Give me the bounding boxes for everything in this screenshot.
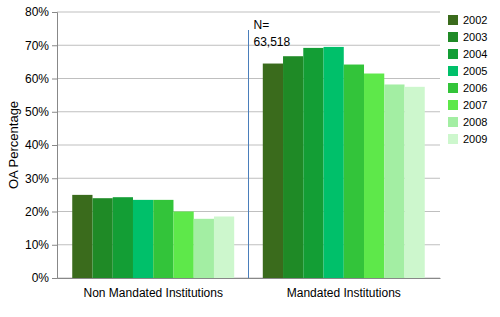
y-tick-label: 60% [25, 72, 49, 86]
series [173, 74, 384, 278]
legend-label: 2006 [463, 82, 487, 94]
divider [248, 30, 249, 278]
y-tick: 10% [25, 238, 57, 252]
y-tick-label: 40% [25, 138, 49, 152]
grid-line [57, 12, 440, 13]
bar [344, 65, 364, 278]
legend: 2002 2003 2004 2005 2006 2007 2008 2009 [448, 14, 487, 145]
x-axis: Non Mandated Institutions Mandated Instit… [58, 278, 441, 300]
bar [214, 216, 234, 278]
legend-label: 2004 [463, 48, 487, 60]
legend-entry: 2007 [448, 99, 487, 111]
x-tick: Non Mandated Institutions [84, 278, 223, 300]
bar [133, 200, 153, 278]
bar [324, 47, 344, 278]
bars [72, 47, 425, 278]
series [92, 56, 303, 278]
legend-swatch [448, 32, 458, 42]
bar [72, 195, 92, 278]
legend-label: 2009 [463, 133, 487, 145]
x-tick-label: Mandated Institutions [287, 286, 401, 300]
legend-label: 2007 [463, 99, 487, 111]
chart: 0% 10% 20% 30% 40% 50% 60% 70% 80% Non Mandated I… [0, 0, 500, 317]
bar [364, 74, 384, 278]
legend-swatch [448, 117, 458, 127]
series [214, 87, 425, 278]
y-tick-label: 50% [25, 105, 49, 119]
y-tick-mark [52, 278, 57, 279]
x-tick: Mandated Institutions [287, 278, 401, 300]
legend-entry: 2004 [448, 48, 487, 60]
y-tick-mark [52, 12, 57, 13]
y-tick-mark [52, 112, 57, 113]
legend-entry: 2008 [448, 116, 487, 128]
legend-swatch [448, 66, 458, 76]
bar [153, 200, 173, 278]
legend-entry: 2005 [448, 65, 487, 77]
y-tick: 40% [25, 138, 57, 152]
y-axis: 0% 10% 20% 30% 40% 50% 60% 70% 80% [25, 5, 58, 285]
y-tick-label: 0% [32, 271, 50, 285]
y-tick-label: 80% [25, 5, 49, 19]
bar [113, 197, 133, 278]
y-tick: 50% [25, 105, 57, 119]
legend-swatch [448, 15, 458, 25]
y-tick-mark [52, 212, 57, 213]
legend-swatch [448, 49, 458, 59]
y-tick-label: 20% [25, 205, 49, 219]
legend-swatch [448, 134, 458, 144]
y-tick-label: 30% [25, 172, 49, 186]
y-tick-mark [52, 45, 57, 46]
annotation: 63,518 [254, 35, 291, 49]
y-tick: 70% [25, 39, 57, 53]
y-tick: 30% [25, 172, 57, 186]
bar [173, 212, 193, 279]
y-axis-line [52, 13, 58, 279]
y-tick: 80% [25, 5, 57, 19]
bar [194, 219, 214, 278]
series [153, 65, 364, 278]
grid [57, 12, 440, 278]
bar [283, 56, 303, 278]
legend-entry: 2002 [448, 14, 487, 26]
legend-label: 2005 [463, 65, 487, 77]
bar [303, 48, 323, 278]
y-tick-mark [52, 245, 57, 246]
series [113, 48, 324, 278]
legend-entry: 2009 [448, 133, 487, 145]
series [72, 64, 283, 278]
series [194, 84, 405, 278]
annotation: N= [254, 18, 270, 32]
bar [92, 198, 112, 278]
y-tick: 60% [25, 72, 57, 86]
legend-label: 2003 [463, 31, 487, 43]
bar [263, 64, 283, 278]
legend-entry: 2006 [448, 82, 487, 94]
bar [405, 87, 425, 278]
series [133, 47, 344, 278]
y-tick-mark [52, 178, 57, 179]
legend-label: 2008 [463, 116, 487, 128]
y-tick: 0% [32, 271, 57, 285]
y-tick: 20% [25, 205, 57, 219]
legend-label: 2002 [463, 14, 487, 26]
y-axis-title: OA Percentage [6, 101, 21, 189]
y-tick-mark [52, 79, 57, 80]
x-axis-line [58, 278, 441, 279]
legend-entry: 2003 [448, 31, 487, 43]
bar [384, 84, 404, 278]
y-tick-label: 10% [25, 238, 49, 252]
y-tick-mark [52, 145, 57, 146]
x-tick-label: Non Mandated Institutions [84, 286, 223, 300]
legend-swatch [448, 83, 458, 93]
y-tick-label: 70% [25, 39, 49, 53]
legend-swatch [448, 100, 458, 110]
